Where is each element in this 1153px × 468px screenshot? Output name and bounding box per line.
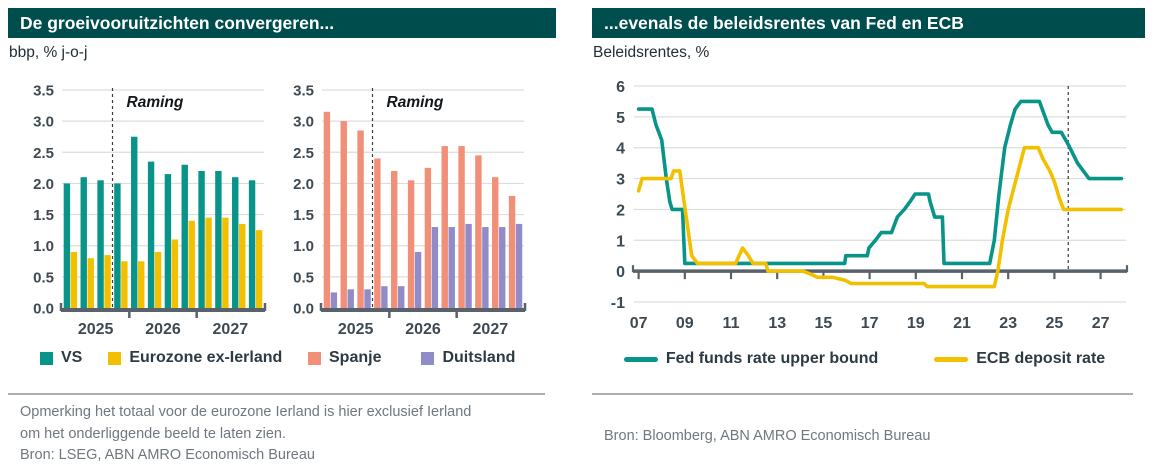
us-eurozone-bar-chart: 0.0 0.5 1.0 1.5 2.0 2.5 3.0 3.5 Raming 2025 2026 20… xyxy=(33,83,267,338)
left-footer-divider xyxy=(8,393,545,395)
svg-text:4: 4 xyxy=(616,141,625,158)
svg-text:6: 6 xyxy=(616,79,625,96)
spanje-legend-swatch xyxy=(308,351,321,365)
svg-text:2027: 2027 xyxy=(473,321,509,338)
eurozone-legend-label: Eurozone ex-Ierland xyxy=(129,349,283,366)
svg-text:2.5: 2.5 xyxy=(293,145,314,162)
left-axis-unit-label: bbp, % j-o-j xyxy=(9,44,88,61)
legend-item-vs: VS xyxy=(40,349,82,367)
svg-text:2: 2 xyxy=(616,202,625,219)
spain-germany-bar-chart: 0.0 0.5 1.0 1.5 2.0 2.5 3.0 3.5 Raming 2025 2026 20… xyxy=(293,83,527,338)
svg-text:0.5: 0.5 xyxy=(33,269,54,286)
svg-text:15: 15 xyxy=(815,315,833,332)
svg-text:1.0: 1.0 xyxy=(33,238,54,255)
fed-legend-label: Fed funds rate upper bound xyxy=(665,350,879,367)
svg-text:21: 21 xyxy=(953,315,971,332)
legend-policy-rates: Fed funds rate upper bound ECB deposit r… xyxy=(576,350,1153,368)
svg-text:25: 25 xyxy=(1045,315,1063,332)
right-source: Bron: Bloomberg, ABN AMRO Economisch Bur… xyxy=(604,428,931,444)
svg-text:1: 1 xyxy=(616,233,625,250)
svg-text:Raming: Raming xyxy=(387,94,444,111)
svg-text:0: 0 xyxy=(616,264,625,281)
ecb-legend-label: ECB deposit rate xyxy=(976,350,1106,367)
legend-item-spanje: Spanje xyxy=(308,349,381,367)
svg-text:23: 23 xyxy=(999,315,1017,332)
svg-text:-1: -1 xyxy=(611,295,625,312)
svg-text:3: 3 xyxy=(616,172,625,189)
svg-text:3.0: 3.0 xyxy=(33,114,54,131)
svg-text:1.5: 1.5 xyxy=(293,207,314,224)
right-footer-divider xyxy=(592,393,1133,395)
svg-text:2026: 2026 xyxy=(145,321,181,338)
svg-text:0.5: 0.5 xyxy=(293,269,314,286)
legend-item-fed: Fed funds rate upper bound xyxy=(623,350,879,368)
svg-text:2025: 2025 xyxy=(78,321,114,338)
eurozone-legend-swatch xyxy=(108,351,122,365)
duitsland-legend-swatch xyxy=(421,351,435,365)
legend-item-duitsland: Duitsland xyxy=(421,349,515,367)
legend-us-eurozone: VS Eurozone ex-Ierland xyxy=(40,349,282,367)
left-footnote: Opmerking het totaal voor de eurozone Ie… xyxy=(20,402,545,467)
svg-text:11: 11 xyxy=(723,315,740,332)
svg-text:0.0: 0.0 xyxy=(33,301,54,318)
svg-text:27: 27 xyxy=(1092,315,1110,332)
fed-legend-swatch xyxy=(623,356,658,362)
svg-text:1.5: 1.5 xyxy=(33,207,54,224)
legend-item-eurozone: Eurozone ex-Ierland xyxy=(108,349,282,367)
left-panel-title: De groeivooruitzichten convergeren... xyxy=(20,13,335,33)
svg-text:2.0: 2.0 xyxy=(293,176,314,193)
svg-text:17: 17 xyxy=(861,315,879,332)
svg-text:2.0: 2.0 xyxy=(33,176,54,193)
svg-text:3.5: 3.5 xyxy=(33,83,54,100)
svg-text:1.0: 1.0 xyxy=(293,238,314,255)
duitsland-legend-label: Duitsland xyxy=(442,349,516,366)
svg-text:07: 07 xyxy=(630,315,648,332)
left-panel-title-bar: De groeivooruitzichten convergeren... xyxy=(8,8,556,38)
left-footnote-line1: Opmerking het totaal voor de eurozone Ie… xyxy=(20,404,472,420)
right-panel-title-bar: ...evenals de beleidsrentes van Fed en E… xyxy=(592,8,1145,38)
svg-text:09: 09 xyxy=(676,315,694,332)
right-panel-title: ...evenals de beleidsrentes van Fed en E… xyxy=(604,13,964,33)
gdp-growth-panel: De groeivooruitzichten convergeren... bb… xyxy=(0,0,560,468)
left-footnote-line2: om het onderliggende beeld te laten zien… xyxy=(20,425,287,442)
svg-text:3.5: 3.5 xyxy=(293,83,314,100)
svg-text:2026: 2026 xyxy=(405,321,441,338)
legend-spain-germany: Spanje Duitsland xyxy=(308,349,515,367)
ecb-legend-swatch xyxy=(934,356,969,362)
svg-text:2025: 2025 xyxy=(338,321,374,338)
spanje-legend-label: Spanje xyxy=(329,349,382,366)
svg-text:5: 5 xyxy=(616,110,625,127)
left-source: Bron: LSEG, ABN AMRO Economisch Bureau xyxy=(20,447,315,463)
svg-text:Raming: Raming xyxy=(127,94,184,111)
svg-text:3.0: 3.0 xyxy=(293,114,314,131)
policy-rates-panel: ...evenals de beleidsrentes van Fed en E… xyxy=(576,0,1153,468)
right-axis-unit-label: Beleidsrentes, % xyxy=(593,44,710,61)
svg-text:2027: 2027 xyxy=(213,321,249,338)
svg-text:13: 13 xyxy=(768,315,786,332)
legend-item-ecb: ECB deposit rate xyxy=(934,350,1105,368)
svg-text:19: 19 xyxy=(907,315,925,332)
svg-text:2.5: 2.5 xyxy=(33,145,54,162)
vs-legend-label: VS xyxy=(61,349,83,366)
vs-legend-swatch xyxy=(40,351,53,365)
svg-text:0.0: 0.0 xyxy=(293,301,314,318)
